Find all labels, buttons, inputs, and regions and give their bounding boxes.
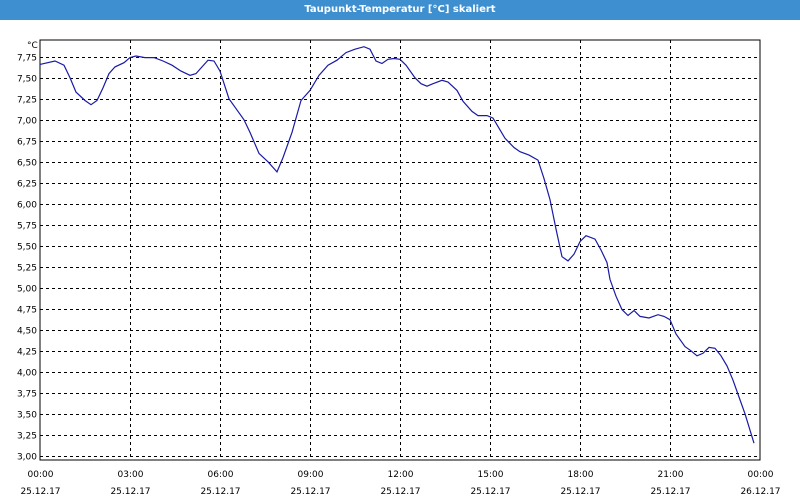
y-tick-label: 6,00 <box>17 201 37 211</box>
y-tick-label: 3,75 <box>17 390 37 400</box>
x-tick-time-label: 21:00 <box>658 470 684 480</box>
x-tick-time-label: 12:00 <box>388 470 414 480</box>
y-tick-label: 5,25 <box>17 264 37 274</box>
x-tick-date-label: 25.12.17 <box>380 487 420 497</box>
x-tick-time-label: 09:00 <box>298 470 324 480</box>
x-tick-date-label: 26.12.17 <box>740 487 780 497</box>
y-tick-label: 5,00 <box>17 285 37 295</box>
y-tick-label: 3,00 <box>17 453 37 463</box>
y-tick-label: 7,00 <box>17 117 37 127</box>
x-tick-time-label: 00:00 <box>28 470 54 480</box>
y-tick-label: 6,75 <box>17 138 37 148</box>
y-tick-label: 4,00 <box>17 369 37 379</box>
y-axis-unit-label: °C <box>27 41 38 51</box>
y-tick-label: 5,75 <box>17 222 37 232</box>
window-title: Taupunkt-Temperatur [°C] skaliert <box>0 0 800 20</box>
x-tick-date-label: 25.12.17 <box>110 487 150 497</box>
y-tick-label: 7,75 <box>17 54 37 64</box>
x-tick-time-label: 15:00 <box>478 470 504 480</box>
y-tick-label: 6,25 <box>17 180 37 190</box>
y-tick-label: 5,50 <box>17 243 37 253</box>
y-tick-label: 6,50 <box>17 159 37 169</box>
y-tick-label: 4,75 <box>17 306 37 316</box>
x-tick-date-label: 25.12.17 <box>470 487 510 497</box>
y-tick-label: 7,25 <box>17 96 37 106</box>
temperature-series-line <box>39 46 755 444</box>
y-tick-label: 4,50 <box>17 327 37 337</box>
y-tick-label: 7,50 <box>17 75 37 85</box>
x-tick-date-label: 25.12.17 <box>20 487 60 497</box>
y-tick-label: 4,25 <box>17 348 37 358</box>
x-tick-time-label: 18:00 <box>568 470 594 480</box>
x-tick-date-label: 25.12.17 <box>650 487 690 497</box>
x-tick-time-label: 00:00 <box>748 470 774 480</box>
x-tick-date-label: 25.12.17 <box>290 487 330 497</box>
y-tick-label: 3,25 <box>17 432 37 442</box>
x-tick-time-label: 06:00 <box>208 470 234 480</box>
x-tick-time-label: 03:00 <box>118 470 144 480</box>
x-tick-date-label: 25.12.17 <box>560 487 600 497</box>
x-tick-date-label: 25.12.17 <box>200 487 240 497</box>
y-tick-label: 3,50 <box>17 411 37 421</box>
